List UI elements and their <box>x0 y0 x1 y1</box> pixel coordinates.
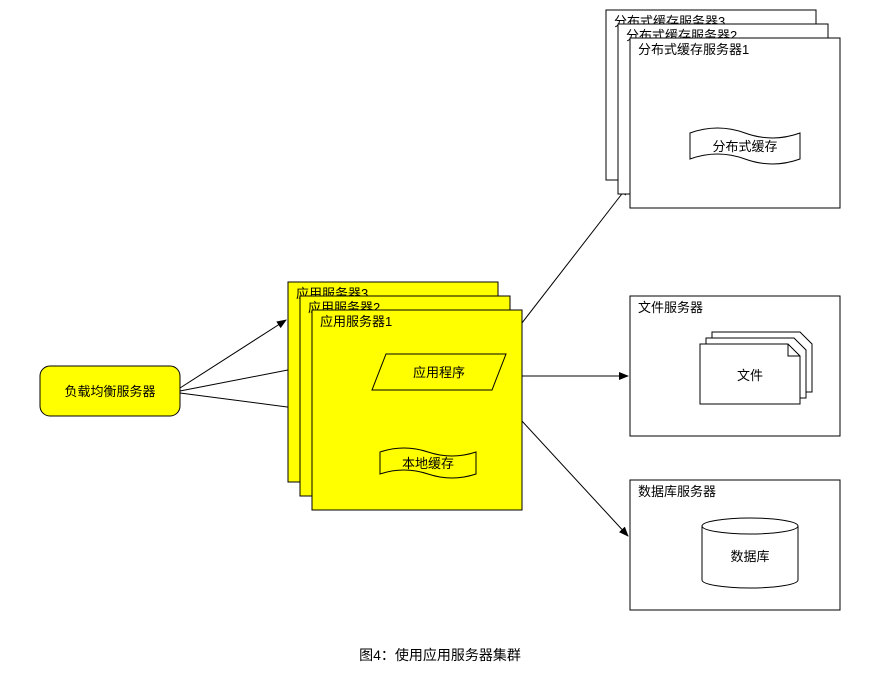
cache-server-title: 分布式缓存服务器1 <box>638 42 749 57</box>
file-label: 文件 <box>737 368 763 383</box>
db-label: 数据库 <box>730 549 769 564</box>
db-server-title: 数据库服务器 <box>638 484 716 499</box>
file-server-title: 文件服务器 <box>638 300 703 315</box>
app-program-label: 应用程序 <box>413 365 465 380</box>
local-cache-label: 本地缓存 <box>402 456 454 471</box>
load-balancer-label: 负载均衡服务器 <box>64 384 155 399</box>
load-balancer-node: 负载均衡服务器 <box>40 366 180 416</box>
cache-server-node: 分布式缓存服务器1 分布式缓存 <box>630 38 840 208</box>
dist-cache-label: 分布式缓存 <box>712 139 777 154</box>
architecture-diagram: 负载均衡服务器应用服务器3应用服务器2应用服务器1应用程序本地缓存分布式缓存服务… <box>0 0 881 686</box>
arrow <box>180 320 286 388</box>
db-server-node: 数据库服务器数据库 <box>630 480 840 610</box>
app-server-title: 应用服务器1 <box>320 314 392 329</box>
app-server-node: 应用服务器1 应用程序本地缓存 <box>312 310 522 510</box>
figure-caption: 图4：使用应用服务器集群 <box>359 647 521 663</box>
arrow <box>180 368 298 391</box>
file-server-node: 文件服务器文件 <box>630 296 840 436</box>
